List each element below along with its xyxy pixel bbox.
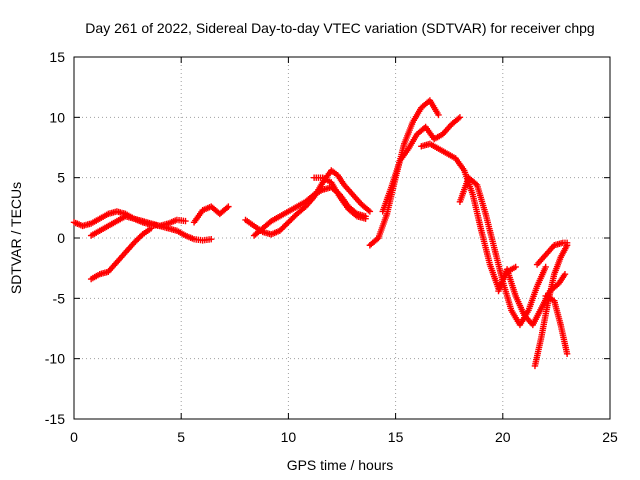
data-point <box>362 215 369 222</box>
data-point <box>472 180 479 187</box>
data-point <box>366 208 374 215</box>
data-point <box>456 114 464 121</box>
data-point <box>561 271 569 278</box>
x-axis-title: GPS time / hours <box>287 457 394 473</box>
data-point <box>563 239 571 247</box>
y-tick-label: 0 <box>57 230 65 246</box>
series-sat-track-k <box>456 174 549 329</box>
data-point <box>435 111 442 119</box>
y-tick-label: -5 <box>53 290 66 306</box>
data-point <box>542 263 549 271</box>
series-sat-track-d <box>190 203 232 226</box>
y-tick-label: 5 <box>57 170 65 186</box>
x-tick-label: 0 <box>70 429 78 445</box>
series-sat-track-j <box>418 140 519 292</box>
tick-layer: 0 5 10 15 20 25 -15 -10 -5 0 5 10 15 <box>45 49 618 445</box>
chart-title: Day 261 of 2022, Sidereal Day-to-day VTE… <box>85 20 594 36</box>
series-sat-track-o <box>542 292 571 358</box>
data-layer <box>70 97 571 370</box>
data-point <box>225 203 232 210</box>
series-sat-track-c <box>87 225 155 283</box>
data-point <box>512 263 519 271</box>
y-tick-label: 10 <box>49 109 65 125</box>
x-tick-label: 5 <box>177 429 185 445</box>
data-point <box>455 115 462 122</box>
data-point <box>182 217 189 225</box>
y-tick-label: 15 <box>49 49 65 65</box>
x-tick-label: 15 <box>388 429 404 445</box>
series-sat-track-e <box>242 167 374 238</box>
y-axis-title: SDTVAR / TECUs <box>8 182 24 294</box>
data-point <box>208 236 215 243</box>
data-point <box>563 350 571 358</box>
series-sat-track-n <box>533 239 571 268</box>
data-point <box>373 236 381 243</box>
data-point <box>223 204 231 212</box>
y-tick-label: -10 <box>45 351 65 367</box>
x-tick-label: 20 <box>495 429 511 445</box>
data-point <box>365 207 372 214</box>
y-tick-label: -15 <box>45 411 65 427</box>
series-sat-track-i <box>379 114 464 215</box>
series-sat-track-g <box>310 174 369 222</box>
grid-layer <box>74 57 610 419</box>
data-point <box>147 225 155 232</box>
x-tick-label: 25 <box>602 429 618 445</box>
x-tick-label: 10 <box>281 429 297 445</box>
series-sat-track-l <box>495 266 569 329</box>
series-sat-track-m <box>531 242 571 370</box>
